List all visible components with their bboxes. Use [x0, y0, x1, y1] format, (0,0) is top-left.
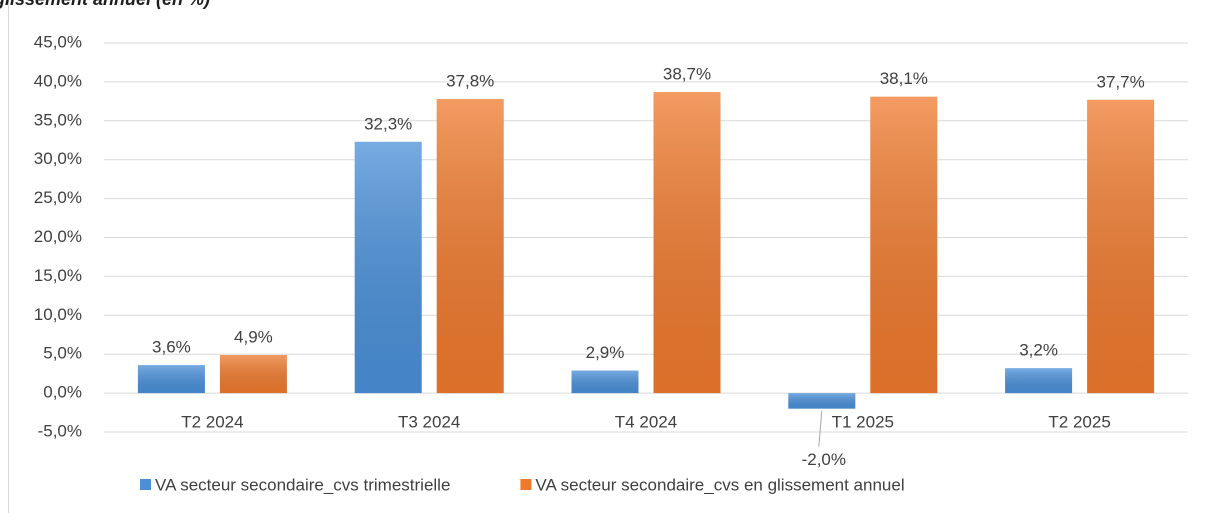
y-tick-label: 30,0% — [34, 149, 82, 168]
y-tick-label: 5,0% — [43, 344, 82, 363]
y-tick-label: 40,0% — [34, 71, 82, 90]
bar — [653, 92, 721, 394]
bar — [219, 354, 287, 394]
data-label: 32,3% — [364, 114, 412, 133]
data-label: 4,9% — [234, 327, 273, 346]
data-label: 38,1% — [880, 69, 928, 88]
data-label: 2,9% — [586, 343, 625, 362]
bar — [354, 141, 422, 394]
y-tick-label: 0,0% — [43, 383, 82, 402]
x-tick-label: T2 2024 — [181, 412, 243, 431]
legend-label: VA secteur secondaire_cvs trimestrielle — [155, 475, 450, 494]
y-tick-label: 25,0% — [34, 188, 82, 207]
y-tick-label: 20,0% — [34, 227, 82, 246]
y-tick-label: 15,0% — [34, 266, 82, 285]
x-tick-label: T3 2024 — [398, 412, 460, 431]
legend-swatch — [140, 479, 151, 490]
leader-line — [818, 410, 823, 447]
bar — [436, 99, 504, 394]
legend-label: VA secteur secondaire_cvs en glissement … — [535, 475, 904, 494]
bar — [870, 96, 938, 394]
bar — [788, 393, 856, 409]
bar — [137, 365, 205, 394]
data-label: 37,7% — [1096, 72, 1144, 91]
y-tick-label: -5,0% — [38, 421, 82, 440]
bar — [1005, 368, 1073, 394]
data-label: 37,8% — [446, 72, 494, 91]
x-tick-label: T4 2024 — [615, 412, 677, 431]
bar — [571, 370, 639, 394]
bar — [1087, 99, 1155, 394]
x-tick-label: T1 2025 — [832, 412, 894, 431]
y-tick-label: 45,0% — [34, 32, 82, 51]
x-tick-label: T2 2025 — [1048, 412, 1110, 431]
data-label: 3,2% — [1019, 341, 1058, 360]
y-tick-label: 10,0% — [34, 305, 82, 324]
chart-title: glissement annuel (en %) — [0, 0, 210, 9]
data-label: -2,0% — [802, 450, 846, 469]
legend-swatch — [520, 479, 532, 490]
data-label: 3,6% — [152, 338, 191, 357]
data-label: 38,7% — [663, 64, 711, 83]
y-tick-label: 35,0% — [34, 110, 82, 129]
